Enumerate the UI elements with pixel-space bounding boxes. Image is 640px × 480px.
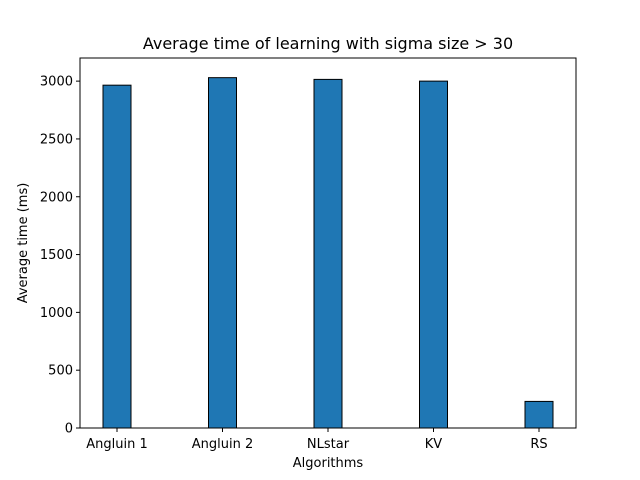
bar	[208, 77, 237, 429]
y-tick-label: 500	[48, 364, 73, 379]
x-axis-label: Algorithms	[293, 456, 364, 471]
bar	[102, 84, 132, 429]
plot-frame	[79, 57, 577, 429]
bars-group	[102, 77, 554, 429]
x-tick-label: Angluin 2	[192, 437, 254, 452]
bar	[524, 400, 554, 429]
chart-title: Average time of learning with sigma size…	[143, 34, 513, 53]
y-axis-ticks: 0 500 1000 1500 2000 2500 3000	[40, 75, 80, 437]
x-axis-ticks: Angluin 1 Angluin 2 NLstar KV RS	[86, 428, 548, 452]
y-tick-label: 1500	[40, 248, 73, 263]
x-tick-label: NLstar	[307, 437, 350, 452]
x-tick-label: Angluin 1	[86, 437, 148, 452]
bar	[313, 78, 343, 429]
bar	[419, 80, 448, 429]
y-tick-label: 3000	[40, 75, 73, 90]
y-tick-label: 2000	[40, 190, 73, 205]
y-tick-label: 2500	[40, 132, 73, 147]
y-axis-label: Average time (ms)	[16, 183, 31, 304]
x-tick-label: KV	[425, 437, 443, 452]
y-tick-label: 0	[65, 422, 73, 437]
y-tick-label: 1000	[40, 306, 73, 321]
x-tick-label: RS	[530, 437, 547, 452]
